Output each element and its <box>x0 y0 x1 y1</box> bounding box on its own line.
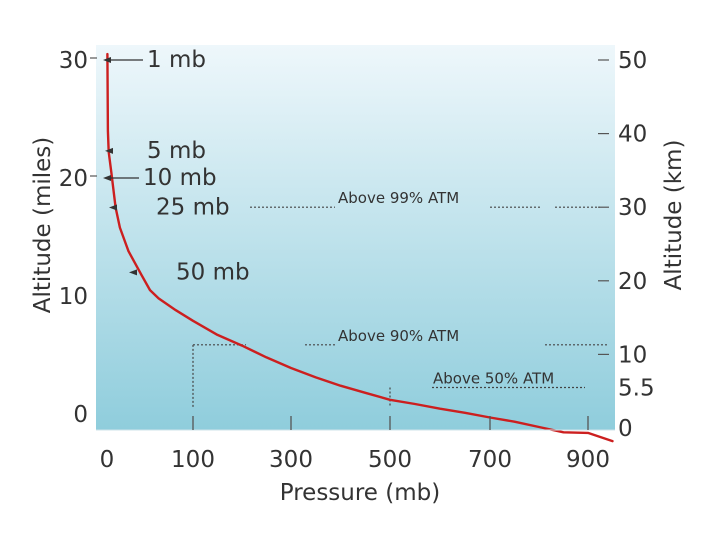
plot-background <box>96 45 615 430</box>
y-right-tick-label: 30 <box>618 195 647 221</box>
pressure-level-label: 1 mb <box>147 47 206 73</box>
y-right-tick-label: 5.5 <box>618 376 655 402</box>
x-tick-label: 100 <box>171 447 215 473</box>
pressure-level-label: 25 mb <box>156 195 230 221</box>
y-right-tick-label: 10 <box>618 342 647 368</box>
pressure-arrowhead <box>103 57 111 63</box>
pressure-arrowhead <box>109 204 117 211</box>
x-tick-label: 500 <box>368 447 412 473</box>
x-tick-label: 300 <box>269 447 313 473</box>
y-right-tick-label: 0 <box>618 416 633 442</box>
atmosphere-level-label: Above 50% ATM <box>433 370 554 388</box>
y-left-tick-label: 30 <box>59 48 88 74</box>
y-left-tick-label: 10 <box>59 284 88 310</box>
y-right-tick-label: 50 <box>618 48 647 74</box>
pressure-arrowhead <box>103 175 111 181</box>
pressure-level-label: 10 mb <box>143 165 217 191</box>
pressure-level-label: 5 mb <box>147 138 206 164</box>
x-tick-label: 0 <box>100 447 115 473</box>
y-right-tick-label: 40 <box>618 122 647 148</box>
atmosphere-level-label: Above 90% ATM <box>338 327 459 345</box>
x-axis-title: Pressure (mb) <box>280 480 440 506</box>
pressure-arrowhead <box>105 147 113 154</box>
pressure-arrowhead <box>129 269 137 276</box>
x-tick-label: 700 <box>468 447 512 473</box>
atmosphere-level-label: Above 99% ATM <box>338 189 459 207</box>
x-tick-label: 900 <box>566 447 610 473</box>
y-right-axis-title: Altitude (km) <box>661 140 687 291</box>
y-left-tick-label: 0 <box>73 402 88 428</box>
y-left-tick-label: 20 <box>59 166 88 192</box>
pressure-curve <box>106 52 614 443</box>
pressure-level-label: 50 mb <box>176 259 250 285</box>
y-right-tick-label: 20 <box>618 269 647 295</box>
y-left-axis-title: Altitude (miles) <box>30 137 56 313</box>
